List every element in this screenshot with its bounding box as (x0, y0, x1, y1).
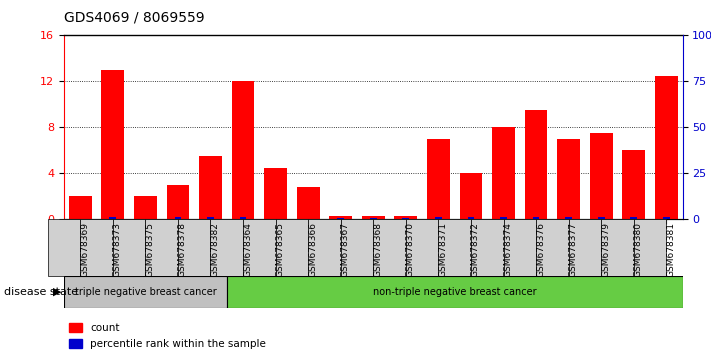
Text: GSM678367: GSM678367 (341, 222, 350, 277)
Bar (305, 218, 311, 219)
Bar (134, 196, 156, 219)
Text: GSM678372: GSM678372 (471, 222, 480, 277)
FancyBboxPatch shape (341, 219, 373, 276)
Text: GSM678380: GSM678380 (634, 222, 643, 277)
FancyBboxPatch shape (471, 219, 503, 276)
Bar (240, 217, 247, 219)
Bar (427, 139, 450, 219)
Bar (590, 133, 613, 219)
FancyBboxPatch shape (210, 219, 243, 276)
Bar (402, 218, 410, 219)
Text: GDS4069 / 8069559: GDS4069 / 8069559 (64, 11, 205, 25)
Text: GSM678381: GSM678381 (666, 222, 675, 277)
FancyBboxPatch shape (113, 219, 145, 276)
Text: non-triple negative breast cancer: non-triple negative breast cancer (373, 287, 537, 297)
FancyBboxPatch shape (227, 276, 683, 308)
FancyBboxPatch shape (308, 219, 341, 276)
FancyBboxPatch shape (64, 276, 227, 308)
Bar (69, 196, 92, 219)
Bar (264, 168, 287, 219)
Bar (109, 217, 116, 219)
Bar (272, 218, 279, 219)
FancyBboxPatch shape (602, 219, 634, 276)
FancyBboxPatch shape (439, 219, 471, 276)
Bar (622, 150, 645, 219)
Text: GSM678377: GSM678377 (569, 222, 577, 277)
Bar (142, 218, 149, 219)
Bar (362, 216, 385, 219)
Bar (557, 139, 580, 219)
Bar (525, 110, 547, 219)
FancyBboxPatch shape (178, 219, 210, 276)
FancyBboxPatch shape (276, 219, 308, 276)
FancyBboxPatch shape (634, 219, 666, 276)
Text: GSM678370: GSM678370 (406, 222, 415, 277)
Bar (337, 218, 344, 219)
Bar (565, 217, 572, 219)
Bar (199, 156, 222, 219)
Bar (655, 76, 678, 219)
FancyBboxPatch shape (243, 219, 276, 276)
Bar (435, 217, 442, 219)
Text: triple negative breast cancer: triple negative breast cancer (75, 287, 216, 297)
Text: GSM678371: GSM678371 (439, 222, 447, 277)
Text: GSM678382: GSM678382 (210, 222, 220, 277)
Text: disease state: disease state (4, 287, 77, 297)
Text: GSM678376: GSM678376 (536, 222, 545, 277)
Text: GSM678375: GSM678375 (145, 222, 154, 277)
Text: GSM678374: GSM678374 (503, 222, 513, 277)
Legend: count, percentile rank within the sample: count, percentile rank within the sample (69, 323, 266, 349)
FancyBboxPatch shape (406, 219, 439, 276)
Bar (77, 218, 84, 219)
Bar (232, 81, 255, 219)
Bar (492, 127, 515, 219)
FancyBboxPatch shape (503, 219, 536, 276)
Bar (663, 217, 670, 219)
Bar (598, 217, 604, 219)
FancyBboxPatch shape (80, 219, 113, 276)
FancyBboxPatch shape (373, 219, 406, 276)
Bar (370, 218, 377, 219)
Text: GSM678366: GSM678366 (308, 222, 317, 277)
Text: GSM678368: GSM678368 (373, 222, 383, 277)
Bar (500, 217, 507, 219)
Bar (207, 217, 214, 219)
Bar (395, 216, 417, 219)
Text: ▶: ▶ (53, 287, 62, 297)
Text: GSM678365: GSM678365 (276, 222, 284, 277)
Bar (459, 173, 482, 219)
FancyBboxPatch shape (536, 219, 569, 276)
FancyBboxPatch shape (48, 219, 80, 276)
FancyBboxPatch shape (145, 219, 178, 276)
Text: GSM678364: GSM678364 (243, 222, 252, 277)
Bar (533, 217, 540, 219)
Text: GSM678378: GSM678378 (178, 222, 187, 277)
Text: GSM678373: GSM678373 (113, 222, 122, 277)
Bar (174, 217, 181, 219)
Text: GSM678369: GSM678369 (80, 222, 90, 277)
Bar (468, 217, 474, 219)
FancyBboxPatch shape (569, 219, 602, 276)
Bar (166, 185, 189, 219)
Bar (102, 70, 124, 219)
Text: GSM678379: GSM678379 (602, 222, 610, 277)
Bar (329, 216, 352, 219)
Bar (631, 217, 637, 219)
Bar (296, 187, 319, 219)
